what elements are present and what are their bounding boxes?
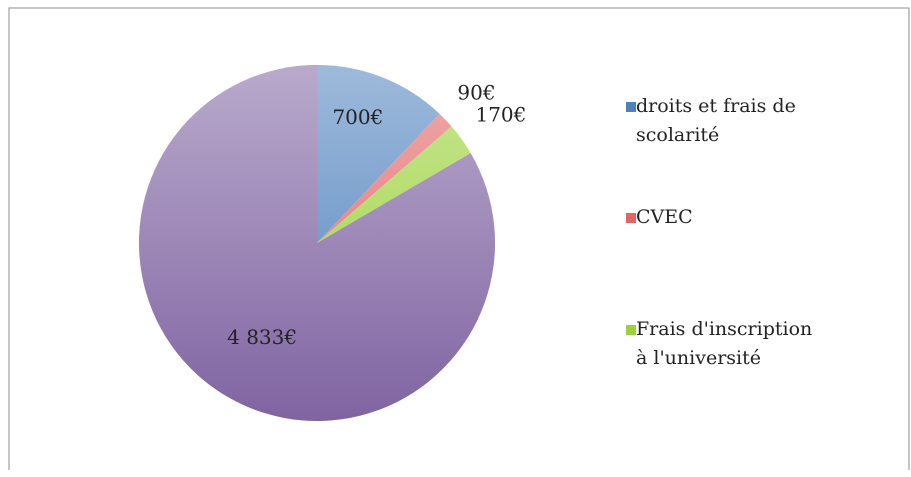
frame	[8, 7, 910, 470]
data-label: 170€	[475, 102, 526, 126]
legend-swatch	[626, 325, 636, 335]
data-label: 700€	[332, 105, 383, 129]
legend-label: CVEC	[636, 206, 693, 228]
legend-swatch	[626, 102, 636, 112]
data-label: 90€	[457, 81, 495, 105]
legend-label: Frais d'inscription à l'université	[636, 318, 813, 369]
legend-label: droits et frais de scolarité	[636, 95, 796, 146]
legend-swatch	[626, 213, 636, 223]
data-label: 4 833€	[227, 325, 297, 349]
